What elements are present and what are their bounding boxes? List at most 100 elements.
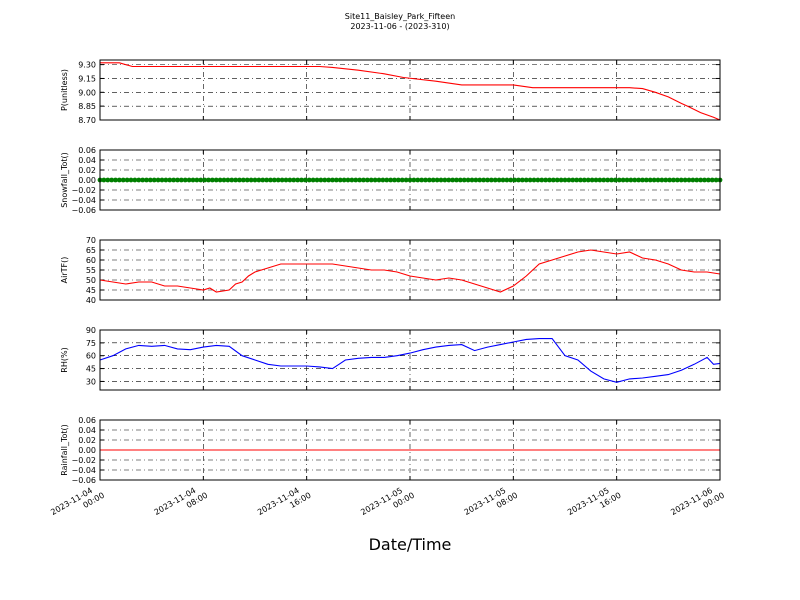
- series-line: [99, 249, 721, 293]
- data-point: [477, 177, 483, 183]
- data-point: [609, 177, 614, 183]
- data-point: [492, 177, 498, 183]
- data-point: [368, 177, 374, 183]
- data-point: [415, 177, 421, 183]
- y-tick-label: 8.70: [78, 116, 96, 125]
- data-point: [376, 177, 382, 183]
- data-point: [636, 177, 642, 183]
- data-point: [132, 177, 138, 183]
- data-point: [268, 177, 273, 183]
- data-point: [209, 177, 215, 183]
- data-point: [271, 177, 277, 183]
- data-point: [302, 177, 308, 183]
- data-point: [574, 177, 580, 183]
- y-tick-label: 9.30: [78, 61, 96, 70]
- data-point: [182, 177, 188, 183]
- y-tick-label: 55: [86, 266, 96, 275]
- data-point: [252, 177, 258, 183]
- data-point: [605, 177, 611, 183]
- data-point: [392, 177, 397, 183]
- data-point: [535, 177, 541, 183]
- data-point: [562, 177, 568, 183]
- series-points: [97, 177, 723, 183]
- data-point: [457, 177, 463, 183]
- data-point: [399, 177, 405, 183]
- y-tick-label: 0.06: [78, 416, 96, 425]
- y-tick-label: −0.04: [71, 196, 96, 205]
- data-point: [539, 177, 545, 183]
- data-point: [128, 177, 134, 183]
- data-point: [283, 177, 289, 183]
- data-point: [113, 177, 118, 183]
- data-point: [264, 177, 270, 183]
- data-point: [140, 177, 146, 183]
- data-point: [388, 177, 394, 183]
- data-point: [430, 177, 436, 183]
- data-point: [566, 177, 572, 183]
- y-axis-label: AirTF(): [60, 257, 69, 284]
- data-point: [485, 177, 490, 183]
- data-point: [469, 177, 475, 183]
- data-point: [682, 177, 688, 183]
- y-tick-label: 0.04: [78, 156, 96, 165]
- data-point: [527, 177, 533, 183]
- panel-frame: [99, 149, 721, 211]
- data-point: [423, 177, 428, 183]
- x-axis-label: Date/Time: [369, 535, 452, 554]
- y-tick-label: 0.02: [78, 436, 96, 445]
- y-tick-label: 9.15: [78, 74, 96, 83]
- y-tick-label: 90: [86, 326, 96, 335]
- data-point: [136, 177, 142, 183]
- data-point: [531, 177, 537, 183]
- data-point: [709, 177, 715, 183]
- data-point: [438, 177, 444, 183]
- data-point: [353, 177, 359, 183]
- data-point: [461, 177, 467, 183]
- data-point: [198, 177, 204, 183]
- y-tick-label: 45: [86, 286, 96, 295]
- data-point: [124, 177, 130, 183]
- data-point: [616, 177, 622, 183]
- data-point: [364, 177, 370, 183]
- y-tick-label: −0.04: [71, 466, 96, 475]
- y-tick-label: 75: [86, 339, 96, 348]
- data-point: [306, 177, 312, 183]
- data-point: [248, 177, 254, 183]
- data-point: [543, 177, 549, 183]
- data-point: [330, 177, 335, 183]
- data-point: [516, 177, 521, 183]
- data-point: [186, 177, 192, 183]
- data-point: [159, 177, 165, 183]
- data-point: [500, 177, 506, 183]
- panel-frame: [99, 59, 721, 121]
- y-tick-label: 0.04: [78, 426, 96, 435]
- chart-panels: 9.309.159.008.858.70P(unitless)0.060.040…: [60, 59, 723, 485]
- data-point: [655, 177, 661, 183]
- data-point: [175, 177, 180, 183]
- data-point: [341, 177, 347, 183]
- data-point: [558, 177, 564, 183]
- data-point: [291, 177, 297, 183]
- data-point: [647, 177, 653, 183]
- y-tick-label: −0.02: [71, 186, 96, 195]
- y-tick-label: 65: [86, 246, 96, 255]
- y-axis-label: RH(%): [60, 347, 69, 372]
- data-point: [589, 177, 595, 183]
- data-point: [244, 177, 250, 183]
- data-point: [698, 177, 704, 183]
- data-point: [581, 177, 587, 183]
- panel-frame: [99, 329, 721, 391]
- data-point: [147, 177, 153, 183]
- data-point: [523, 177, 529, 183]
- data-point: [217, 177, 223, 183]
- data-point: [612, 177, 618, 183]
- y-axis-label: P(unitless): [60, 69, 69, 111]
- data-point: [194, 177, 200, 183]
- panel-frame: [99, 419, 721, 481]
- data-point: [326, 177, 332, 183]
- data-point: [221, 177, 227, 183]
- data-point: [694, 177, 700, 183]
- data-point: [593, 177, 599, 183]
- y-tick-label: 40: [86, 296, 96, 305]
- data-point: [237, 177, 242, 183]
